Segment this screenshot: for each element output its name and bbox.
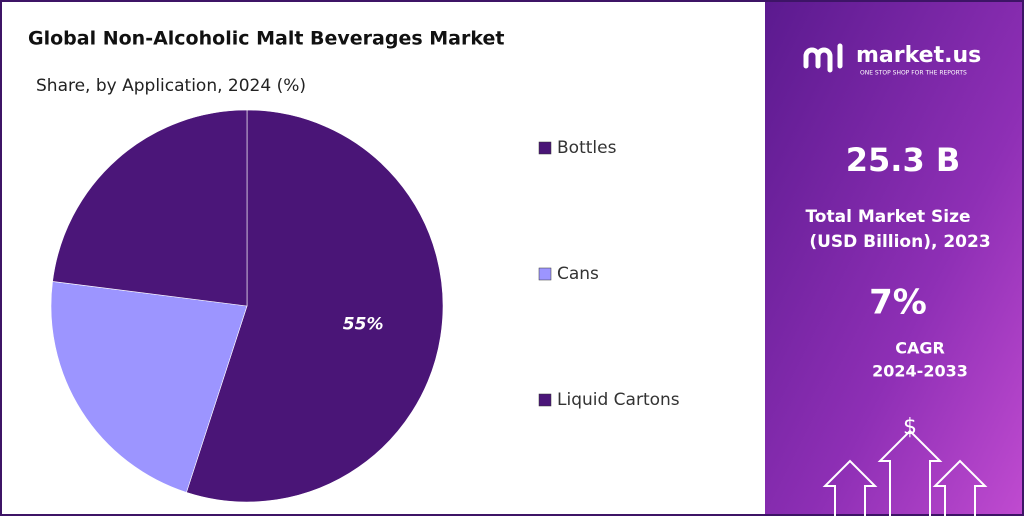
pie-slice (50, 281, 248, 493)
legend-swatch (538, 141, 552, 155)
legend-swatch (538, 267, 552, 281)
chart-title: Global Non-Alcoholic Malt Beverages Mark… (28, 28, 504, 50)
pie-slice (186, 109, 444, 503)
value-label: 55% (343, 314, 384, 334)
tagline: ONE STOP SHOP FOR THE REPORTS (860, 70, 967, 77)
market-size-label: (USD Billion), 2023 (809, 232, 990, 252)
sidebar (765, 0, 1024, 516)
cagr: 7% (869, 283, 927, 323)
legend-label: Bottles (557, 138, 617, 158)
pie-slice (52, 109, 248, 307)
growth-arrows (822, 429, 988, 516)
legend-label: Cans (557, 264, 599, 284)
chart-subtitle: Share, by Application, 2024 (%) (36, 76, 306, 96)
brand: market.us (856, 43, 981, 68)
icon-symbol: $ (903, 415, 917, 440)
pie: 55% (50, 109, 444, 503)
cagr-label: 2024-2033 (872, 362, 968, 381)
legend: Bottles Cans Liquid Cartons (538, 138, 680, 410)
logo-icon (803, 43, 843, 73)
legend-swatch (538, 393, 552, 407)
legend-label: Liquid Cartons (557, 390, 680, 410)
market-size: 25.3 B (846, 141, 960, 179)
cagr-label: CAGR (895, 339, 945, 358)
market-size-label: Total Market Size (805, 207, 970, 227)
